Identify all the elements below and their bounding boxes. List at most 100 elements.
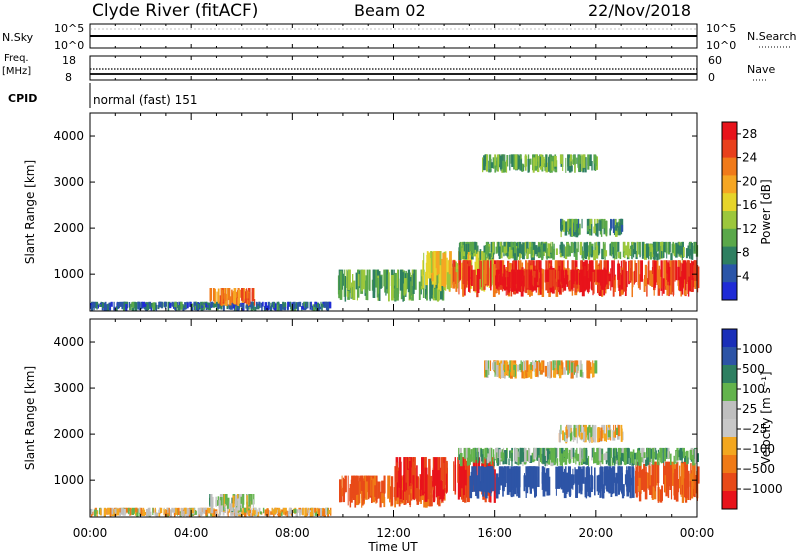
power-data-cell [254,306,257,311]
power-data-cell [205,303,207,308]
velocity-data-cell [269,510,271,517]
velocity-data-cell [603,433,607,442]
time-tick-label-5: 20:00 [579,526,614,540]
velocity-data-cell [342,487,345,503]
velocity-data-cell [228,507,230,513]
power-colorbar: 4 8 12 16 20 24 28 Power [dB] [721,121,773,301]
power-data-cell [217,288,220,304]
power-data-cell [507,241,511,252]
velocity-data-cell [389,475,391,503]
velocity-data-cell [487,360,490,375]
velocity-data-cell [352,486,354,499]
power-data-cell [568,268,570,281]
power-data-cell [238,303,241,309]
time-tick-label-4: 16:00 [477,526,512,540]
power-data-cell [535,154,538,167]
velocity-colorbar-swatch [722,491,737,510]
power-data-cell [531,249,535,258]
velocity-data-cell [607,457,611,466]
velocity-data-cell [203,507,206,514]
power-data-cell [464,260,468,288]
velocity-data-cell [393,487,395,497]
power-data-cell [506,277,510,285]
velocity-x-ticks [89,319,698,517]
velocity-data-cell [544,365,548,377]
velocity-data-cell [374,485,377,497]
velocity-data-cell [131,508,133,515]
velocity-data-cell [347,475,349,506]
velocity-data-cell [564,447,568,462]
velocity-data-cell [410,461,412,483]
velocity-data-cell [592,447,594,458]
power-data-cell [110,301,113,307]
velocity-data-cell [524,473,525,489]
power-data-cell [437,251,440,275]
power-data-cell [581,269,584,283]
velocity-data-cell [354,475,358,495]
power-data-cell [681,271,685,284]
power-data-cell [598,273,600,293]
power-data-cell [578,155,582,173]
velocity-data-cell [547,364,551,377]
power-data-cell [352,280,356,300]
power-data-cell [552,241,554,252]
power-data-cell [565,247,568,257]
velocity-data-cell [375,475,378,503]
velocity-colorbar-tick-label: 500 [742,362,765,376]
power-data-cell [615,227,618,237]
velocity-data-cell [529,455,533,463]
date-title: 22/Nov/2018 [588,1,691,20]
velocity-data-cell [163,508,165,516]
velocity-data-cell [251,513,253,517]
freq-unit-label: [MHz] [2,66,31,77]
velocity-data-cell [322,508,326,514]
power-data-cell [618,226,621,236]
power-data-cell [108,302,110,309]
power-data-cell [479,260,481,280]
velocity-data-cell [696,466,700,484]
velocity-data-cell [174,512,176,517]
power-data-cell [317,302,320,308]
power-data-cell [577,226,581,233]
power-data-cell [667,241,671,255]
power-data-cell [352,274,354,288]
velocity-data-cell [219,511,222,515]
power-data-cell [594,156,597,171]
power-data-cell [575,248,578,260]
velocity-data-cell [586,360,588,379]
velocity-data-cell [600,427,603,441]
power-data-cell [486,260,490,286]
velocity-data-cell [210,500,213,510]
power-data-cell [283,307,287,311]
power-data-cell [491,251,493,285]
power-data-cell [212,303,216,308]
velocity-data-cell [689,481,692,501]
velocity-data-cell [542,447,545,464]
power-data-cell [228,297,230,305]
beam-title: Beam 02 [354,1,426,20]
velocity-data-cell [408,461,411,486]
power-y-tick-label-3000: 3000 [53,175,84,189]
power-data-cell [545,154,548,168]
velocity-data-cell [585,458,589,465]
velocity-data-cell [536,447,540,461]
power-data-cell [593,226,596,234]
velocity-data-cell [589,427,593,438]
velocity-data-cell [344,475,347,493]
power-data-cell [228,296,232,306]
velocity-data-cell [416,465,418,488]
velocity-data-cell [656,453,659,465]
power-data-cell [241,288,244,301]
velocity-data-cell [207,507,211,514]
power-data-cell [484,260,487,284]
power-data-cell [412,273,415,294]
velocity-data-cell [646,447,649,458]
power-data-cell [276,304,279,311]
velocity-data-cell [613,447,617,460]
velocity-data-cell [250,508,252,517]
velocity-data-cell [572,468,574,490]
power-data-cell [150,302,153,308]
velocity-data-cell [470,449,473,462]
power-data-cell [533,277,537,288]
power-data-cell [133,301,136,309]
